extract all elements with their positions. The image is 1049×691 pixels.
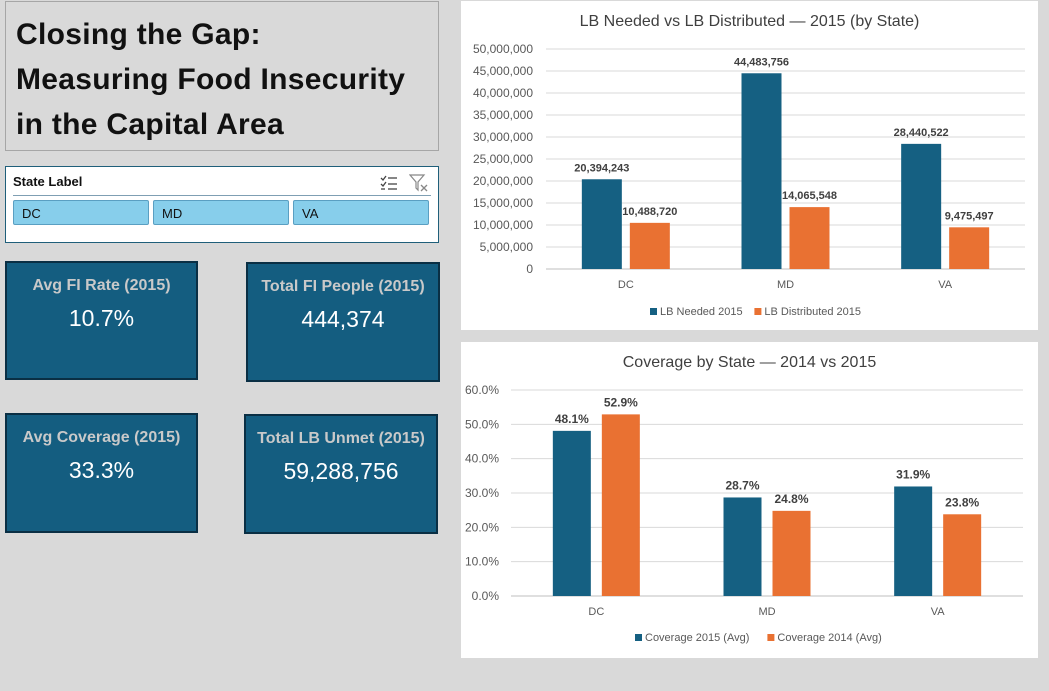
slicer-header: State Label: [13, 173, 431, 196]
legend-swatch: [754, 308, 762, 315]
y-tick-label: 20,000,000: [473, 174, 533, 188]
dashboard-title-line-1: Closing the Gap:: [16, 18, 261, 51]
kpi-label: Avg Coverage (2015): [22, 429, 181, 446]
y-tick-label: 40.0%: [465, 452, 499, 466]
x-category-label: VA: [931, 606, 946, 618]
bar-md-series-1: [741, 73, 782, 269]
y-tick-label: 5,000,000: [480, 240, 534, 254]
data-label: 24.8%: [774, 492, 808, 506]
dashboard-title-line-2: Measuring Food Insecurity: [16, 63, 406, 96]
data-label: 31.9%: [896, 467, 930, 481]
clear-filter-icon[interactable]: [408, 173, 429, 193]
coverage-chart-svg: 0.0% 10.0% 20.0% 30.0% 40.0% 50.0% 60.0% 48.1% 5…: [465, 383, 1023, 644]
kpi-card-total-lb-unmet: Total LB Unmet (2015) 59,288,756: [244, 414, 438, 534]
legend-swatch: [650, 308, 657, 315]
data-label: 9,475,497: [945, 210, 994, 222]
y-tick-label: 60.0%: [465, 383, 499, 397]
bar-va-series-1: [901, 143, 942, 269]
legend-swatch: [767, 634, 775, 641]
bar-va-series-1: [894, 486, 933, 596]
y-tick-label: 25,000,000: [473, 152, 533, 166]
kpi-label: Total FI People (2015): [261, 278, 425, 295]
legend-swatch: [635, 634, 642, 641]
data-label: 52.9%: [604, 395, 638, 409]
y-tick-label: 40,000,000: [473, 86, 533, 100]
slicer-item-va[interactable]: VA: [293, 200, 429, 225]
kpi-card-total-fi-people: Total FI People (2015) 444,374: [246, 262, 440, 382]
x-category-label: VA: [938, 279, 953, 291]
legend-label: Coverage 2014 (Avg): [777, 632, 881, 644]
legend-label: LB Distributed 2015: [764, 306, 861, 318]
y-tick-label: 10,000,000: [473, 218, 533, 232]
y-tick-label: 20.0%: [465, 520, 499, 534]
dashboard-title-line-3: in the Capital Area: [16, 108, 284, 141]
y-tick-label: 50.0%: [465, 417, 499, 431]
data-label: 20,394,243: [574, 162, 629, 174]
bar-va-series-2: [949, 227, 990, 269]
multi-select-icon[interactable]: [379, 173, 399, 193]
data-label: 48.1%: [555, 412, 589, 426]
x-category-label: MD: [758, 606, 775, 618]
kpi-label: Avg FI Rate (2015): [32, 277, 171, 294]
data-label: 14,065,548: [782, 190, 837, 202]
kpi-value: 444,374: [301, 306, 385, 332]
data-label: 28.7%: [725, 478, 759, 492]
kpi-value: 59,288,756: [283, 458, 399, 484]
bar-md-series-2: [789, 207, 830, 269]
data-label: 23.8%: [945, 495, 979, 509]
slicer-item-md[interactable]: MD: [153, 200, 289, 225]
y-tick-label: 30.0%: [465, 486, 499, 500]
y-tick-label: 45,000,000: [473, 64, 533, 78]
coverage-chart-title: Coverage by State — 2014 vs 2015: [622, 354, 877, 371]
kpi-card-avg-fi-rate: Avg FI Rate (2015) 10.7%: [5, 261, 198, 380]
y-tick-label: 10.0%: [465, 555, 499, 569]
x-category-label: DC: [618, 279, 634, 291]
lb-chart-panel[interactable]: LB Needed vs LB Distributed — 2015 (by S…: [461, 1, 1038, 330]
data-label: 10,488,720: [622, 206, 677, 218]
y-tick-label: 35,000,000: [473, 108, 533, 122]
y-tick-label: 0: [526, 262, 533, 276]
bar-dc-series-2: [601, 414, 640, 596]
kpi-value: 33.3%: [68, 457, 135, 483]
lb-chart-svg: 0 5,000,000 10,000,000 15,000,000 20,000,000…: [473, 42, 1025, 318]
kpi-card-avg-coverage: Avg Coverage (2015) 33.3%: [5, 413, 198, 533]
legend-label: LB Needed 2015: [660, 306, 743, 318]
y-tick-label: 0.0%: [472, 589, 500, 603]
slicer-item-dc[interactable]: DC: [13, 200, 149, 225]
y-tick-label: 50,000,000: [473, 42, 533, 56]
dashboard-title-box: Closing the Gap: Measuring Food Insecuri…: [5, 1, 439, 151]
data-label: 28,440,522: [894, 127, 949, 139]
legend-label: Coverage 2015 (Avg): [645, 632, 749, 644]
bar-md-series-2: [772, 510, 811, 596]
data-label: 44,483,756: [734, 56, 789, 68]
slicer-title: State Label: [13, 174, 83, 189]
x-category-label: DC: [588, 606, 604, 618]
x-category-label: MD: [777, 279, 794, 291]
y-tick-label: 30,000,000: [473, 130, 533, 144]
bar-va-series-2: [943, 514, 982, 596]
coverage-chart-panel[interactable]: Coverage by State — 2014 vs 2015 0.0% 10.…: [461, 342, 1038, 658]
bar-dc-series-1: [581, 179, 622, 269]
bar-md-series-1: [723, 497, 762, 596]
state-slicer: State Label DC MD VA: [5, 166, 439, 243]
lb-chart-title: LB Needed vs LB Distributed — 2015 (by S…: [579, 13, 920, 30]
y-tick-label: 15,000,000: [473, 196, 533, 210]
bar-dc-series-2: [629, 222, 670, 269]
bar-dc-series-1: [552, 430, 591, 596]
kpi-label: Total LB Unmet (2015): [257, 430, 425, 447]
kpi-value: 10.7%: [68, 305, 135, 331]
